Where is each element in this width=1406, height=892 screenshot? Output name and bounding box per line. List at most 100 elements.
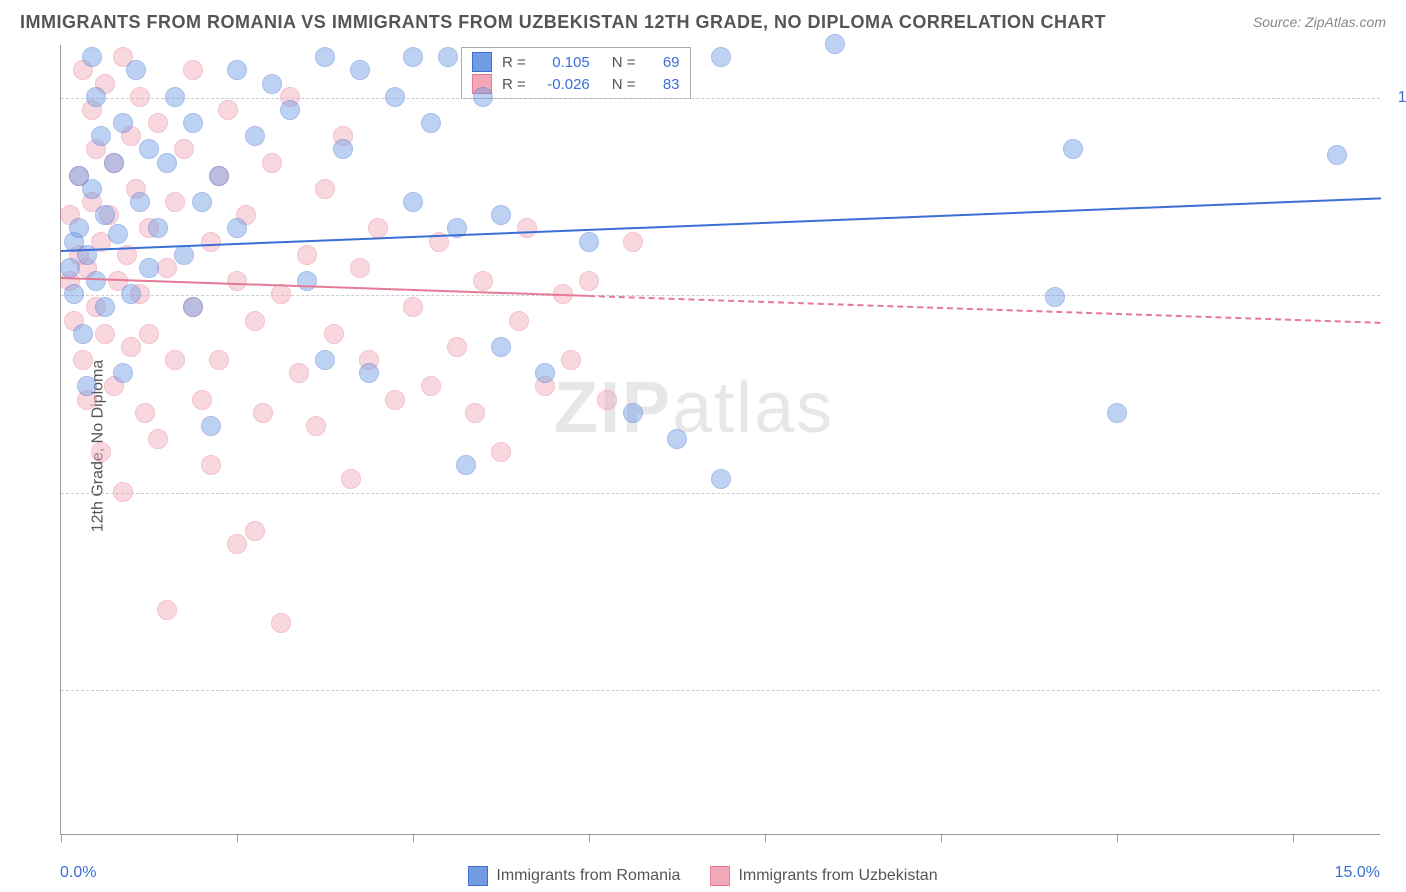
scatter-point [1063, 139, 1083, 159]
scatter-point [91, 442, 111, 462]
scatter-point [473, 87, 493, 107]
watermark-bold: ZIP [554, 368, 672, 448]
scatter-point [73, 350, 93, 370]
scatter-point [359, 363, 379, 383]
scatter-point [73, 324, 93, 344]
scatter-point [262, 153, 282, 173]
stats-N-label: N = [612, 54, 636, 71]
scatter-point [218, 100, 238, 120]
scatter-point [447, 337, 467, 357]
scatter-point [148, 218, 168, 238]
scatter-point [491, 442, 511, 462]
scatter-point [157, 600, 177, 620]
gridline-h [61, 98, 1380, 99]
x-tick [61, 834, 62, 842]
scatter-point [333, 139, 353, 159]
scatter-point [245, 126, 265, 146]
watermark-rest: atlas [672, 368, 834, 448]
scatter-point [174, 245, 194, 265]
scatter-point [403, 47, 423, 67]
gridline-h [61, 493, 1380, 494]
scatter-point [667, 429, 687, 449]
x-tick [589, 834, 590, 842]
legend-label-uzbekistan: Immigrants from Uzbekistan [738, 867, 937, 885]
scatter-point [491, 205, 511, 225]
scatter-point [148, 113, 168, 133]
scatter-point [139, 324, 159, 344]
scatter-point [315, 179, 335, 199]
scatter-point [403, 192, 423, 212]
stats-R-label: R = [502, 76, 526, 93]
scatter-point [157, 153, 177, 173]
source-label: Source: ZipAtlas.com [1253, 14, 1386, 30]
scatter-point [271, 613, 291, 633]
scatter-point [403, 297, 423, 317]
scatter-point [280, 100, 300, 120]
scatter-point [227, 271, 247, 291]
scatter-point [385, 87, 405, 107]
scatter-point [385, 390, 405, 410]
scatter-point [324, 324, 344, 344]
scatter-point [465, 403, 485, 423]
scatter-point [368, 218, 388, 238]
scatter-point [201, 455, 221, 475]
stats-legend-row: R =-0.026N =83 [472, 74, 680, 94]
scatter-point [86, 87, 106, 107]
scatter-point [227, 60, 247, 80]
scatter-point [289, 363, 309, 383]
scatter-point [165, 87, 185, 107]
scatter-point [297, 245, 317, 265]
scatter-point [174, 139, 194, 159]
x-tick [413, 834, 414, 842]
scatter-point [711, 47, 731, 67]
scatter-point [341, 469, 361, 489]
scatter-point [1107, 403, 1127, 423]
scatter-point [165, 350, 185, 370]
stats-N-value: 69 [650, 54, 680, 71]
scatter-point [192, 390, 212, 410]
scatter-point [139, 139, 159, 159]
trend-line [61, 198, 1381, 253]
scatter-point [130, 87, 150, 107]
scatter-point [535, 363, 555, 383]
scatter-point [1327, 145, 1347, 165]
series-legend: Immigrants from Romania Immigrants from … [0, 866, 1406, 886]
scatter-point [825, 34, 845, 54]
scatter-point [491, 337, 511, 357]
y-tick-label: 85.0% [1388, 484, 1406, 502]
scatter-point [297, 271, 317, 291]
scatter-point [183, 297, 203, 317]
stats-N-value: 83 [650, 76, 680, 93]
legend-item-romania: Immigrants from Romania [468, 866, 680, 886]
scatter-point [60, 258, 80, 278]
scatter-point [157, 258, 177, 278]
scatter-point [192, 192, 212, 212]
scatter-point [306, 416, 326, 436]
legend-label-romania: Immigrants from Romania [496, 867, 680, 885]
scatter-point [245, 311, 265, 331]
scatter-point [473, 271, 493, 291]
y-tick-label: 100.0% [1388, 89, 1406, 107]
scatter-point [82, 47, 102, 67]
scatter-point [517, 218, 537, 238]
scatter-point [139, 258, 159, 278]
scatter-point [113, 113, 133, 133]
scatter-point [315, 350, 335, 370]
scatter-point [108, 224, 128, 244]
scatter-point [579, 232, 599, 252]
scatter-point [245, 521, 265, 541]
scatter-point [209, 350, 229, 370]
scatter-point [623, 403, 643, 423]
scatter-point [350, 60, 370, 80]
x-tick [237, 834, 238, 842]
scatter-point [227, 218, 247, 238]
trend-line [589, 295, 1381, 324]
scatter-point [165, 192, 185, 212]
scatter-point [121, 284, 141, 304]
scatter-point [82, 179, 102, 199]
x-tick [941, 834, 942, 842]
gridline-h [61, 295, 1380, 296]
x-tick [1117, 834, 1118, 842]
scatter-point [183, 113, 203, 133]
scatter-point [509, 311, 529, 331]
